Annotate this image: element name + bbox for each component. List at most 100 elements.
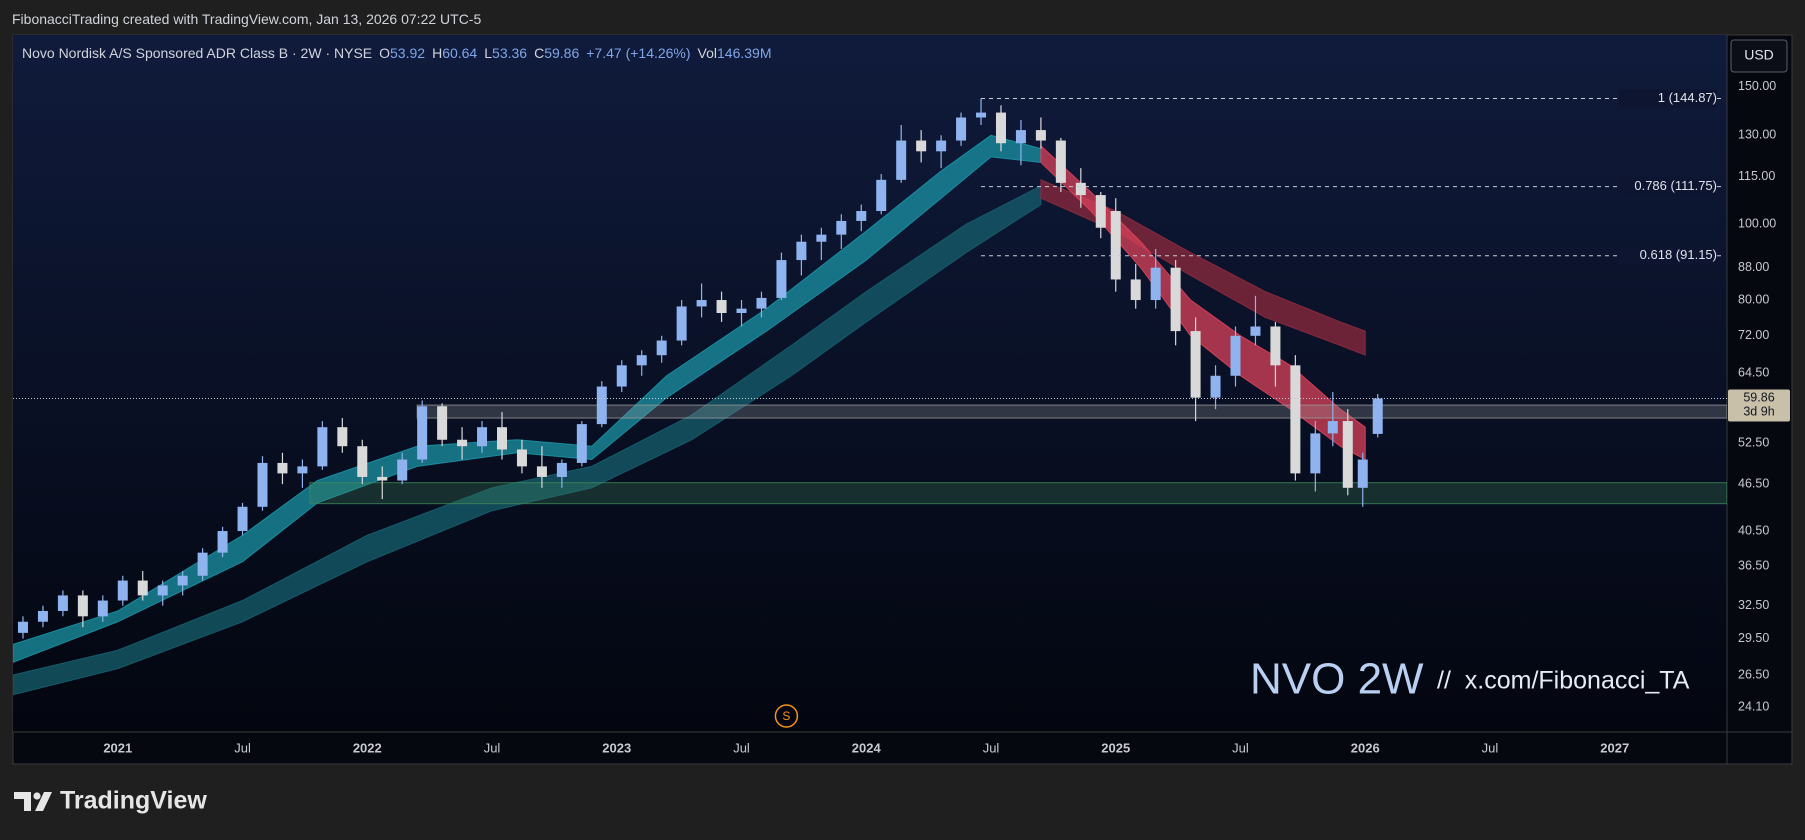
bar-countdown: 3d 9h [1743, 405, 1774, 419]
candle-body [397, 459, 408, 481]
candle-body [437, 406, 448, 440]
candle-body [876, 179, 887, 212]
overlays: 1 (144.87) 0.786 (111.75) 0.618 (91.15) 59.… [13, 89, 1790, 728]
x-tick-label: 2022 [353, 740, 382, 755]
link-watermark: // x.com/Fibonacci_TA [1437, 667, 1690, 695]
y-tick-label: 88.00 [1738, 260, 1769, 274]
candle-body [77, 595, 88, 617]
candle-body [936, 140, 947, 152]
legend-key: Vol [697, 45, 718, 61]
candle-body [1270, 326, 1281, 366]
candle-body [137, 580, 148, 596]
x-tick-label: Jul [234, 740, 251, 755]
currency-button[interactable] [1730, 39, 1788, 73]
candle-body [1170, 267, 1181, 332]
fib-label: 1 (144.87) [1658, 90, 1717, 105]
candle-body [177, 575, 188, 586]
last-price-box [1728, 389, 1790, 422]
candle-body [756, 297, 767, 309]
candle-body [317, 427, 328, 467]
y-tick-label: 115.00 [1738, 169, 1775, 183]
candle-body [1250, 326, 1261, 336]
legend-value: 60.64 [442, 45, 478, 61]
fib-label-bg [1619, 177, 1717, 196]
legend-value: 53.36 [492, 45, 528, 61]
candle-body [57, 595, 68, 611]
candle-body [976, 112, 987, 118]
x-tick-label: 2027 [1600, 740, 1629, 755]
candle-body [357, 446, 368, 477]
legend-value: 53.92 [390, 45, 426, 61]
candle-body [516, 449, 527, 467]
legend-key: O [379, 45, 391, 61]
event-marker [774, 704, 799, 728]
candle-body [1190, 331, 1201, 398]
candle-body [1357, 459, 1368, 488]
event-label: S [782, 709, 790, 723]
candle-body [1035, 130, 1046, 141]
candle-body [836, 220, 847, 235]
y-tick-label: 24.10 [1738, 699, 1769, 713]
y-tick-label: 26.50 [1738, 667, 1769, 681]
candle-body [995, 112, 1006, 144]
candle-body [536, 466, 547, 477]
last-price-label: 59.86 [1743, 391, 1774, 405]
x-tick-label: 2026 [1351, 740, 1380, 755]
y-tick-label: 130.00 [1738, 128, 1776, 142]
candle-body [636, 355, 647, 366]
candle-body [916, 140, 927, 152]
fib-label: 0.618 (91.15) [1640, 247, 1717, 262]
candle-body [816, 234, 827, 242]
plot-area [13, 35, 1727, 732]
x-tick-label: Jul [983, 740, 1000, 755]
legend-volume: 146.39M [717, 45, 772, 61]
candle-body [1055, 140, 1066, 183]
legend-change: +7.47 (+14.26%) [586, 45, 691, 61]
candle-body [1150, 267, 1161, 301]
candle-body [716, 300, 727, 314]
x-tick-label: Jul [484, 740, 501, 755]
y-tick-label: 46.50 [1738, 476, 1769, 490]
candle-body [277, 462, 288, 474]
y-tick-label: 72.00 [1738, 328, 1769, 342]
candle-body [497, 427, 508, 450]
candle-body [337, 427, 348, 447]
candle-body [956, 117, 967, 141]
x-tick-label: 2025 [1101, 740, 1130, 755]
candle-body [1230, 335, 1241, 376]
fib-label-bg [1619, 246, 1717, 265]
candle-body [1130, 279, 1141, 301]
header: FibonacciTrading created with TradingVie… [12, 11, 482, 27]
y-tick-label: 40.50 [1738, 523, 1769, 537]
candle-body [1290, 365, 1301, 474]
y-tick-label: 36.50 [1738, 559, 1769, 573]
candle-body [776, 260, 787, 298]
candle-body [1210, 375, 1221, 398]
candle-body [1310, 433, 1321, 474]
candle-body [457, 439, 468, 447]
x-tick-label: Jul [1232, 740, 1249, 755]
fib-label-bg [1619, 89, 1717, 108]
legend-key: L [484, 45, 493, 61]
price-zone [416, 404, 1727, 419]
currency-label: USD [1744, 47, 1774, 63]
candle-body [97, 600, 108, 617]
y-tick-label: 29.50 [1738, 631, 1769, 645]
candle-body [477, 427, 488, 447]
x-tick-label: 2024 [852, 740, 882, 755]
candle-body [197, 552, 208, 576]
legend: Novo Nordisk A/S Sponsored ADR Class B ·… [22, 45, 772, 61]
candle-body [896, 140, 907, 180]
candle-body [656, 340, 667, 356]
candle-body [1075, 182, 1086, 196]
candle-body [17, 621, 28, 633]
candle-body [736, 308, 747, 314]
candle-body [117, 580, 128, 601]
candle-body [1110, 211, 1121, 280]
candle-body [676, 306, 687, 341]
candle-body [417, 406, 428, 460]
candle-body [1327, 421, 1338, 434]
price-zone [309, 482, 1727, 505]
